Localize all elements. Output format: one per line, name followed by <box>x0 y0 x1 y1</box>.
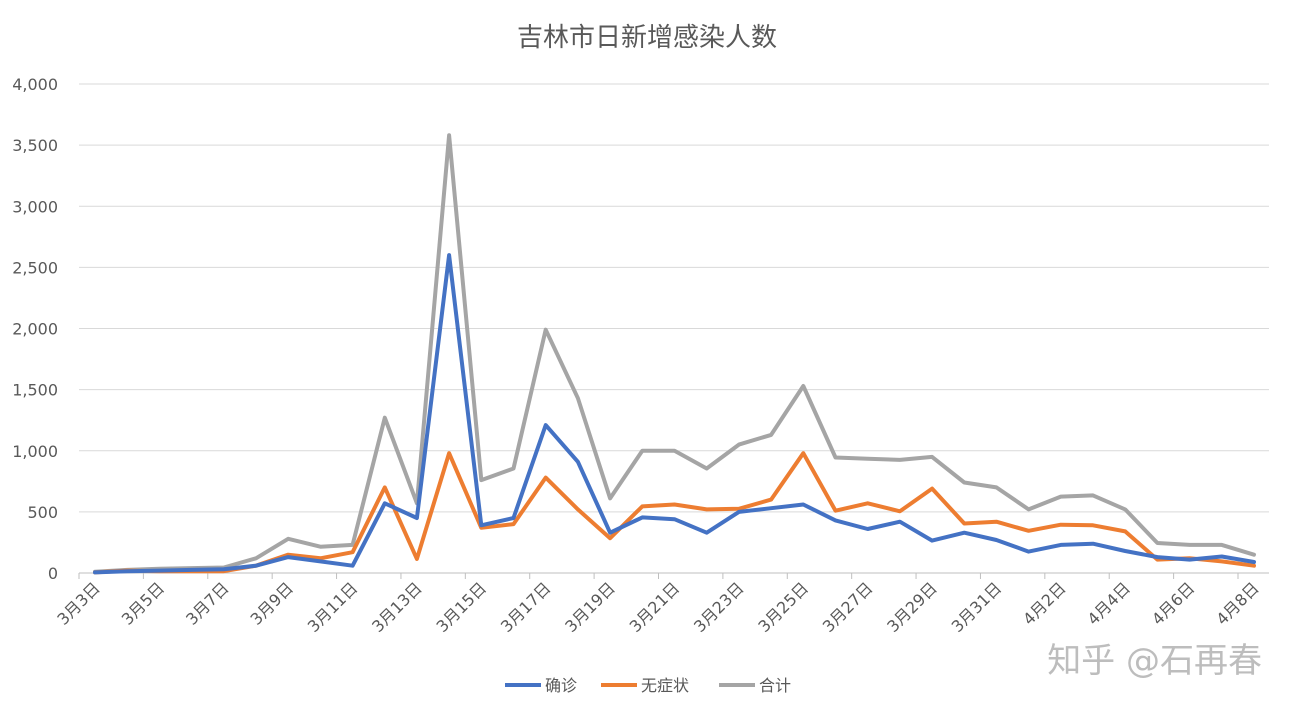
x-tick-label: 3月9日 <box>247 578 297 628</box>
y-tick-label: 4,000 <box>12 75 58 94</box>
legend-label: 确诊 <box>545 676 577 695</box>
x-tick-label: 3月7日 <box>182 578 232 628</box>
y-tick-label: 2,000 <box>12 320 58 339</box>
series-line-合计 <box>93 133 1256 574</box>
x-tick-label: 4月6日 <box>1148 578 1198 628</box>
x-tick-label: 3月11日 <box>304 578 362 636</box>
y-tick-label: 3,000 <box>12 197 58 216</box>
y-tick-label: 2,500 <box>12 258 58 277</box>
x-tick-label: 3月27日 <box>819 578 877 636</box>
y-tick-label: 1,500 <box>12 381 58 400</box>
x-tick-label: 3月3日 <box>53 578 103 628</box>
x-axis: 3月3日 3月5日 3月7日 3月9日 3月11日 3月13日 3月15日 3月17日 3月19… <box>53 572 1269 636</box>
gridlines <box>79 83 1269 513</box>
watermark: 知乎 @石再春 <box>1047 641 1262 681</box>
legend-label: 无症状 <box>641 676 689 695</box>
legend-label: 合计 <box>759 676 791 695</box>
x-tick-label: 3月5日 <box>118 578 168 628</box>
x-tick-label: 3月29日 <box>883 578 941 636</box>
x-tick-label: 4月8日 <box>1212 578 1262 628</box>
x-tick-label: 3月19日 <box>561 578 619 636</box>
y-tick-label: 3,500 <box>12 136 58 155</box>
y-axis: 0 500 1,000 1,500 2,000 2,500 3,000 3,500 4,000 <box>12 75 58 583</box>
y-tick-label: 0 <box>48 564 58 583</box>
x-tick-label: 4月4日 <box>1084 578 1134 628</box>
plot-area <box>93 133 1256 575</box>
x-tick-label: 3月17日 <box>497 578 555 636</box>
chart-title: 吉林市日新增感染人数 <box>517 23 777 53</box>
x-tick-label: 3月23日 <box>690 578 748 636</box>
x-tick-label: 3月21日 <box>626 578 684 636</box>
y-tick-label: 500 <box>27 503 58 522</box>
series-line-确诊 <box>93 253 1256 575</box>
x-tick-label: 3月15日 <box>432 578 490 636</box>
x-tick-label: 3月13日 <box>368 578 426 636</box>
x-tick-label: 3月31日 <box>948 578 1006 636</box>
x-tick-label: 4月2日 <box>1019 578 1069 628</box>
x-tick-label: 3月25日 <box>754 578 812 636</box>
series-line-无症状 <box>93 451 1256 575</box>
legend: 确诊 无症状 合计 <box>505 676 791 695</box>
y-tick-label: 1,000 <box>12 442 58 461</box>
